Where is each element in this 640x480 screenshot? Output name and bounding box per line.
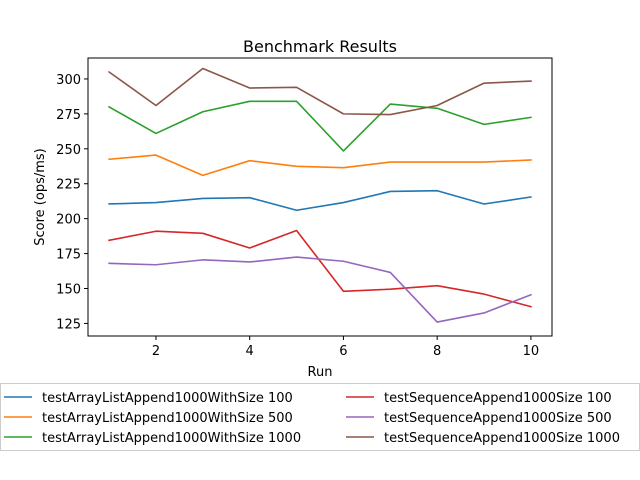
y-tick-label: 150 [56,283,81,298]
x-tick-label: 6 [339,344,347,359]
y-tick-label: 225 [56,178,81,193]
y-tick-label: 125 [56,317,81,332]
chart-title: Benchmark Results [243,37,397,56]
series-line-2 [108,154,532,177]
series-line-6 [107,67,532,116]
x-tick-label: 8 [433,344,441,359]
x-axis-label: Run [308,365,333,380]
y-tick-label: 250 [56,143,81,158]
legend: testArrayListAppend1000WithSize 100 testA… [0,383,640,451]
y-tick-label: 175 [56,248,81,263]
legend-label-2: testArrayListAppend1000WithSize 500 [42,411,293,426]
x-tick-label: 4 [246,344,254,359]
y-axis-ticks: 125 150 175 200 225 250 275 300 [56,73,88,332]
legend-label-1: testArrayListAppend1000WithSize 100 [42,391,293,406]
y-axis-label: Score (ops/ms) [33,148,48,245]
legend-label-4: testSequenceAppend1000Size 100 [384,391,612,406]
legend-frame [0,383,640,451]
plot-frame [87,57,553,337]
y-tick-label: 300 [56,73,81,88]
series-line-1 [108,189,532,212]
legend-label-3: testArrayListAppend1000WithSize 1000 [42,431,301,446]
x-axis-ticks: 2 4 6 8 10 [152,336,539,359]
series-layer [107,67,532,323]
series-line-4 [108,229,532,308]
x-tick-label: 2 [152,344,160,359]
series-line-5 [108,256,532,323]
y-tick-label: 200 [56,213,81,228]
y-tick-label: 275 [56,108,81,123]
legend-label-5: testSequenceAppend1000Size 500 [384,411,612,426]
x-tick-label: 10 [523,344,540,359]
series-line-3 [107,100,532,152]
legend-label-6: testSequenceAppend1000Size 1000 [384,431,620,446]
